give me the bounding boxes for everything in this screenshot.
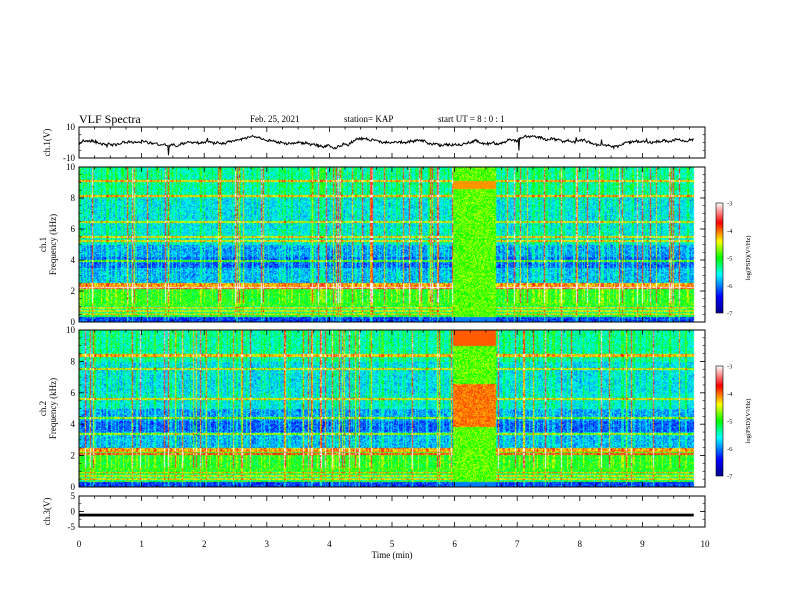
- plot-title: VLF Spectra: [79, 112, 141, 126]
- colorbar-tick-label: -4: [727, 228, 733, 235]
- ch1-spectrogram-colorbar: [715, 202, 724, 314]
- ch1-trace: [78, 134, 694, 156]
- colorbar-tick-label: -7: [727, 311, 733, 318]
- x-tick-label: 4: [327, 539, 332, 549]
- ch1-spectrogram-image: [79, 167, 705, 322]
- y-tick-label: 10: [66, 325, 76, 335]
- y-tick-label: 10: [66, 162, 76, 172]
- ch3-waveform-ylabel: ch.3(V): [42, 498, 52, 526]
- y-tick-label: 4: [71, 255, 76, 265]
- x-tick-label: 0: [77, 539, 82, 549]
- ch2-spectrogram-ylabel: ch.2: [38, 401, 48, 416]
- y-tick-label: 6: [71, 388, 76, 398]
- colorbar-tick-label: -3: [727, 364, 732, 371]
- y-tick-label: 4: [71, 419, 76, 429]
- y-tick-label: 10: [66, 122, 76, 132]
- x-tick-label: 8: [578, 539, 583, 549]
- y-tick-label: 8: [71, 193, 76, 203]
- ch1-waveform-ylabel: ch.1(V): [42, 129, 52, 157]
- colorbar-tick-label: -6: [727, 283, 733, 290]
- station-label: station= KAP: [344, 114, 394, 124]
- ch3-trace: [79, 513, 694, 517]
- x-tick-label: 2: [202, 539, 207, 549]
- y-tick-label: -5: [68, 522, 76, 532]
- y-tick-label: 5: [71, 491, 76, 501]
- y-tick-label: 8: [71, 356, 76, 366]
- ch1-spectrogram-ylabel: ch.1: [38, 237, 48, 252]
- ch1-spectrogram-ylabel: Frequency (kHz): [48, 214, 58, 275]
- colorbar-tick-label: -7: [727, 474, 733, 481]
- x-tick-label: 5: [390, 539, 395, 549]
- y-tick-label: 0: [71, 317, 76, 327]
- x-tick-label: 1: [139, 539, 144, 549]
- ch2-spectrogram-ylabel: Frequency (kHz): [48, 378, 58, 439]
- colorbar-tick-label: -3: [727, 201, 732, 208]
- x-axis-label: Time (min): [372, 550, 413, 560]
- y-tick-label: 2: [71, 286, 76, 296]
- colorbar-label: log(PSD)(V²/Hz): [745, 399, 752, 444]
- colorbar-label: log(PSD)(V²/Hz): [745, 236, 752, 281]
- colorbar-tick-label: -5: [727, 419, 732, 426]
- date-label: Feb. 25, 2021: [250, 114, 300, 124]
- colorbar-tick-label: -5: [727, 256, 732, 263]
- start-ut-label: start UT = 8 : 0 : 1: [438, 114, 505, 124]
- ch2-spectrogram-colorbar: [715, 365, 724, 477]
- colorbar-tick-label: -4: [727, 391, 733, 398]
- y-tick-label: -10: [63, 153, 75, 163]
- x-tick-label: 3: [265, 539, 270, 549]
- x-tick-label: 10: [701, 539, 711, 549]
- y-tick-label: 6: [71, 224, 76, 234]
- colorbar-tick-label: -6: [727, 446, 733, 453]
- y-tick-label: 2: [71, 451, 76, 461]
- y-tick-label: 0: [71, 507, 76, 517]
- x-tick-label: 7: [515, 539, 520, 549]
- ch2-spectrogram-image: [79, 330, 705, 487]
- y-tick-label: 0: [71, 482, 76, 492]
- x-tick-label: 9: [640, 539, 645, 549]
- x-tick-label: 6: [452, 539, 457, 549]
